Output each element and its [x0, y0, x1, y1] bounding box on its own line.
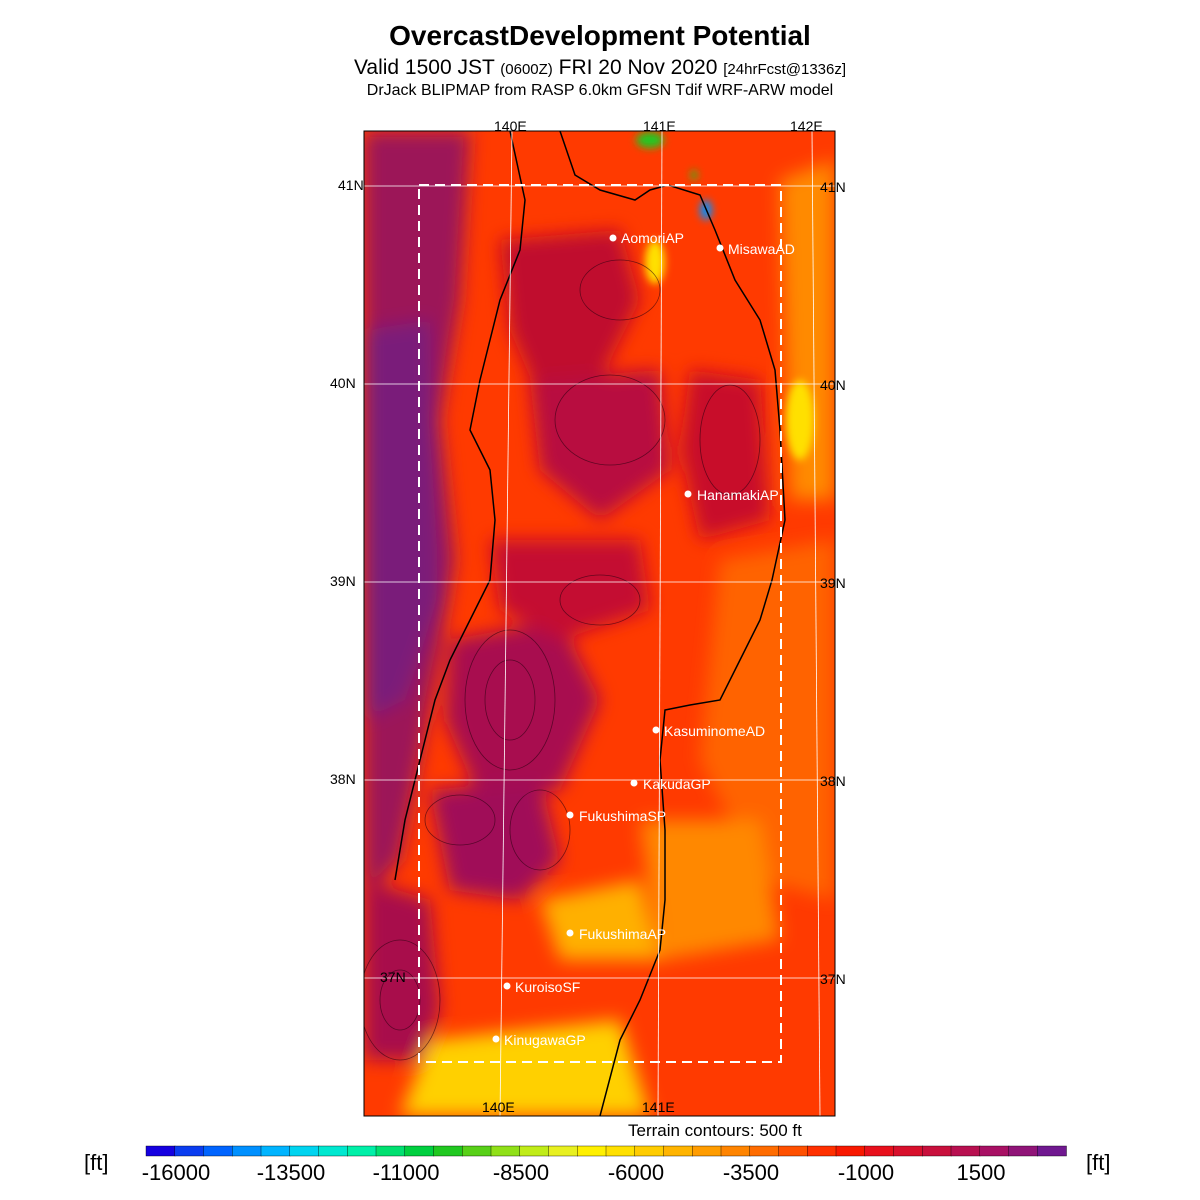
site-label: HanamakiAP: [697, 487, 779, 503]
legend-swatch: [174, 1145, 205, 1157]
legend-swatch: [347, 1145, 377, 1157]
legend-swatch: [979, 1145, 1010, 1157]
site-dot: [566, 811, 574, 819]
lat-label-right: 41N: [820, 179, 846, 195]
legend-swatch: [404, 1145, 435, 1157]
site-label: KuroisoSF: [515, 979, 580, 995]
legend-swatches: [145, 1145, 1067, 1157]
site-dot: [684, 490, 692, 498]
site-dot: [492, 1035, 500, 1043]
valid-date: FRI 20 Nov 2020: [558, 56, 718, 79]
chart-title: OvercastDevelopment Potential: [389, 20, 811, 51]
site-dot: [609, 234, 617, 242]
inner-domain-box: [418, 184, 782, 1063]
legend-swatch: [864, 1145, 895, 1157]
legend-unit-right: [ft]: [1086, 1150, 1111, 1175]
legend-swatch: [289, 1145, 320, 1157]
legend-tick-label: -6000: [608, 1160, 664, 1185]
site-dot: [652, 726, 660, 734]
legend-swatch: [548, 1145, 578, 1157]
site-label: KinugawaGP: [504, 1032, 586, 1048]
legend-swatch: [950, 1145, 981, 1157]
legend-swatch: [462, 1145, 492, 1157]
lat-label-right: 37N: [820, 971, 846, 987]
legend-tick-label: -13500: [257, 1160, 326, 1185]
site-dot: [503, 982, 511, 990]
site-label: KasuminomeAD: [664, 723, 765, 739]
lon-label-top: 140E: [494, 118, 527, 134]
legend-swatch: [893, 1145, 923, 1157]
legend-tick-label: -11000: [373, 1160, 440, 1185]
lat-label-left: 40N: [330, 375, 356, 391]
legend-swatch: [835, 1145, 866, 1157]
map-frame: [363, 130, 836, 1117]
lat-label-left: 41N: [338, 177, 364, 193]
legend-tick-label: -1000: [838, 1160, 894, 1185]
valid-prefix: Valid 1500 JST: [353, 56, 495, 79]
site-label: FukushimaSP: [579, 808, 666, 824]
site-label: KakudaGP: [643, 776, 711, 792]
valid-time-line: Valid 1500 JST (0600Z) FRI 20 Nov 2020 […: [0, 56, 1200, 80]
legend-swatch: [203, 1145, 233, 1157]
legend-swatch: [1008, 1145, 1038, 1157]
legend-swatch: [692, 1145, 722, 1157]
legend-swatch: [663, 1145, 693, 1157]
legend-tick-label: 1500: [957, 1160, 1006, 1185]
model-line: DrJack BLIPMAP from RASP 6.0km GFSN Tdif…: [366, 82, 834, 99]
legend-ticks: -16000 -13500 -11000 -8500 -6000 -3500 -1000 15…: [142, 1160, 1006, 1185]
legend-swatch: [145, 1145, 176, 1157]
legend-swatch: [577, 1145, 607, 1157]
lat-label-left: 37N: [380, 969, 406, 985]
legend-swatch: [749, 1145, 780, 1157]
legend-swatch: [634, 1145, 665, 1157]
legend-swatch: [519, 1145, 550, 1157]
legend-swatch: [433, 1145, 463, 1157]
terrain-contour-note: Terrain contours: 500 ft: [628, 1121, 802, 1140]
legend-unit-left: [ft]: [84, 1150, 109, 1175]
lon-label-bottom: 140E: [482, 1099, 515, 1115]
legend-swatch: [807, 1145, 837, 1157]
legend-swatch: [778, 1145, 808, 1157]
site-label: AomoriAP: [621, 230, 684, 246]
forecast-info: [24hrFcst@1336z]: [723, 61, 847, 78]
site-label: FukushimaAP: [579, 926, 666, 942]
lat-label-right: 38N: [820, 773, 846, 789]
site-dot: [566, 929, 574, 937]
lat-label-right: 40N: [820, 377, 846, 393]
legend-swatch: [260, 1145, 291, 1157]
lat-label-left: 39N: [330, 573, 356, 589]
site-dot: [716, 244, 724, 252]
legend-swatch: [1037, 1145, 1067, 1157]
site-dot: [630, 779, 638, 787]
site-label: MisawaAD: [728, 241, 795, 257]
lon-label-top: 142E: [790, 118, 823, 134]
legend-tick-label: -3500: [723, 1160, 779, 1185]
site-markers: AomoriAP MisawaAD HanamakiAP KasuminomeA…: [492, 230, 795, 1048]
lon-label-top: 141E: [643, 118, 676, 134]
legend-tick-label: -16000: [142, 1160, 211, 1185]
utc-time: (0600Z): [500, 61, 553, 78]
legend-swatch: [232, 1145, 262, 1157]
legend-swatch: [318, 1145, 348, 1157]
lat-label-left: 38N: [330, 771, 356, 787]
legend-swatch: [375, 1145, 406, 1157]
legend-tick-label: -8500: [493, 1160, 549, 1185]
legend-swatch: [490, 1145, 521, 1157]
legend-swatch: [922, 1145, 952, 1157]
lon-label-bottom: 141E: [642, 1099, 675, 1115]
legend-swatch: [605, 1145, 636, 1157]
lat-label-right: 39N: [820, 575, 846, 591]
legend-swatch: [720, 1145, 751, 1157]
field-layer: [364, 131, 835, 1116]
